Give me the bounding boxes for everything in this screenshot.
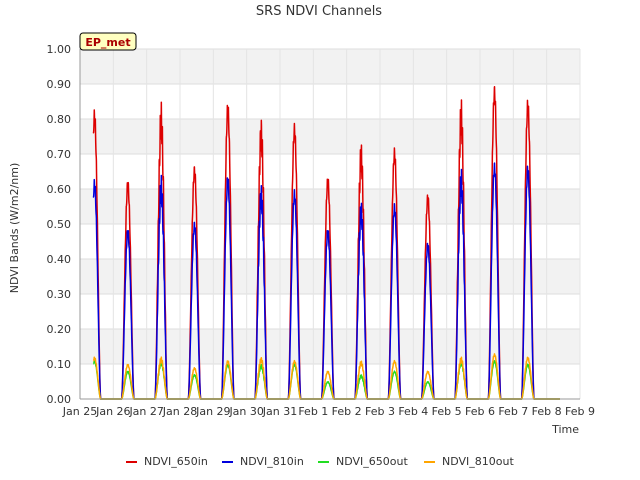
x-tick-label: Jan 25 [62, 405, 97, 418]
y-tick-label: 0.10 [47, 358, 72, 371]
x-tick-label: Jan 28 [162, 405, 197, 418]
x-tick-label: Feb 7 [498, 405, 528, 418]
plot-band-1 [80, 329, 580, 364]
y-tick-labels: 0.00 0.10 0.20 0.30 0.40 0.50 0.60 0.70 0.80 0.90… [47, 43, 72, 406]
x-tick-label: Feb 2 [332, 405, 362, 418]
plot-band-7 [80, 119, 580, 154]
x-axis-label: Time [551, 423, 579, 436]
x-tick-label: Feb 6 [465, 405, 495, 418]
chart-title: SRS NDVI Channels [256, 4, 382, 19]
plot-band-2 [80, 294, 580, 329]
x-tick-label: Feb 3 [365, 405, 395, 418]
y-tick-label: 1.00 [47, 43, 72, 56]
x-tick-label: Feb 8 [532, 405, 562, 418]
y-tick-label: 0.00 [47, 393, 72, 406]
y-tick-label: 0.60 [47, 183, 72, 196]
y-tick-label: 0.40 [47, 253, 72, 266]
y-axis-label: NDVI Bands (W/m2/nm) [8, 163, 21, 294]
legend: NDVI_650in NDVI_810in NDVI_650out NDVI_810o… [126, 455, 514, 468]
x-tick-label: Feb 9 [565, 405, 595, 418]
legend-label-NDVI_650out: NDVI_650out [336, 455, 408, 468]
x-tick-label: Jan 29 [195, 405, 230, 418]
y-tick-label: 0.30 [47, 288, 72, 301]
badge-label: EP_met [85, 36, 130, 49]
x-tick-label: Jan 27 [128, 405, 163, 418]
legend-label-NDVI_650in: NDVI_650in [144, 455, 208, 468]
ep-met-badge: EP_met [79, 32, 137, 51]
x-tick-label: Jan 30 [228, 405, 263, 418]
x-tick-label: Jan 31 [262, 405, 297, 418]
y-tick-label: 0.20 [47, 323, 72, 336]
y-tick-label: 0.70 [47, 148, 72, 161]
y-tick-label: 0.90 [47, 78, 72, 91]
plot-band-6 [80, 154, 580, 189]
plot-band-8 [80, 84, 580, 119]
plot-band-9 [80, 49, 580, 84]
x-tick-label: Feb 1 [298, 405, 328, 418]
legend-label-NDVI_810in: NDVI_810in [240, 455, 304, 468]
axes [79, 49, 580, 400]
x-tick-label: Feb 4 [398, 405, 428, 418]
x-tick-label: Feb 5 [432, 405, 462, 418]
x-tick-label: Jan 26 [95, 405, 130, 418]
y-tick-label: 0.50 [47, 218, 72, 231]
y-tick-label: 0.80 [47, 113, 72, 126]
legend-label-NDVI_810out: NDVI_810out [442, 455, 514, 468]
